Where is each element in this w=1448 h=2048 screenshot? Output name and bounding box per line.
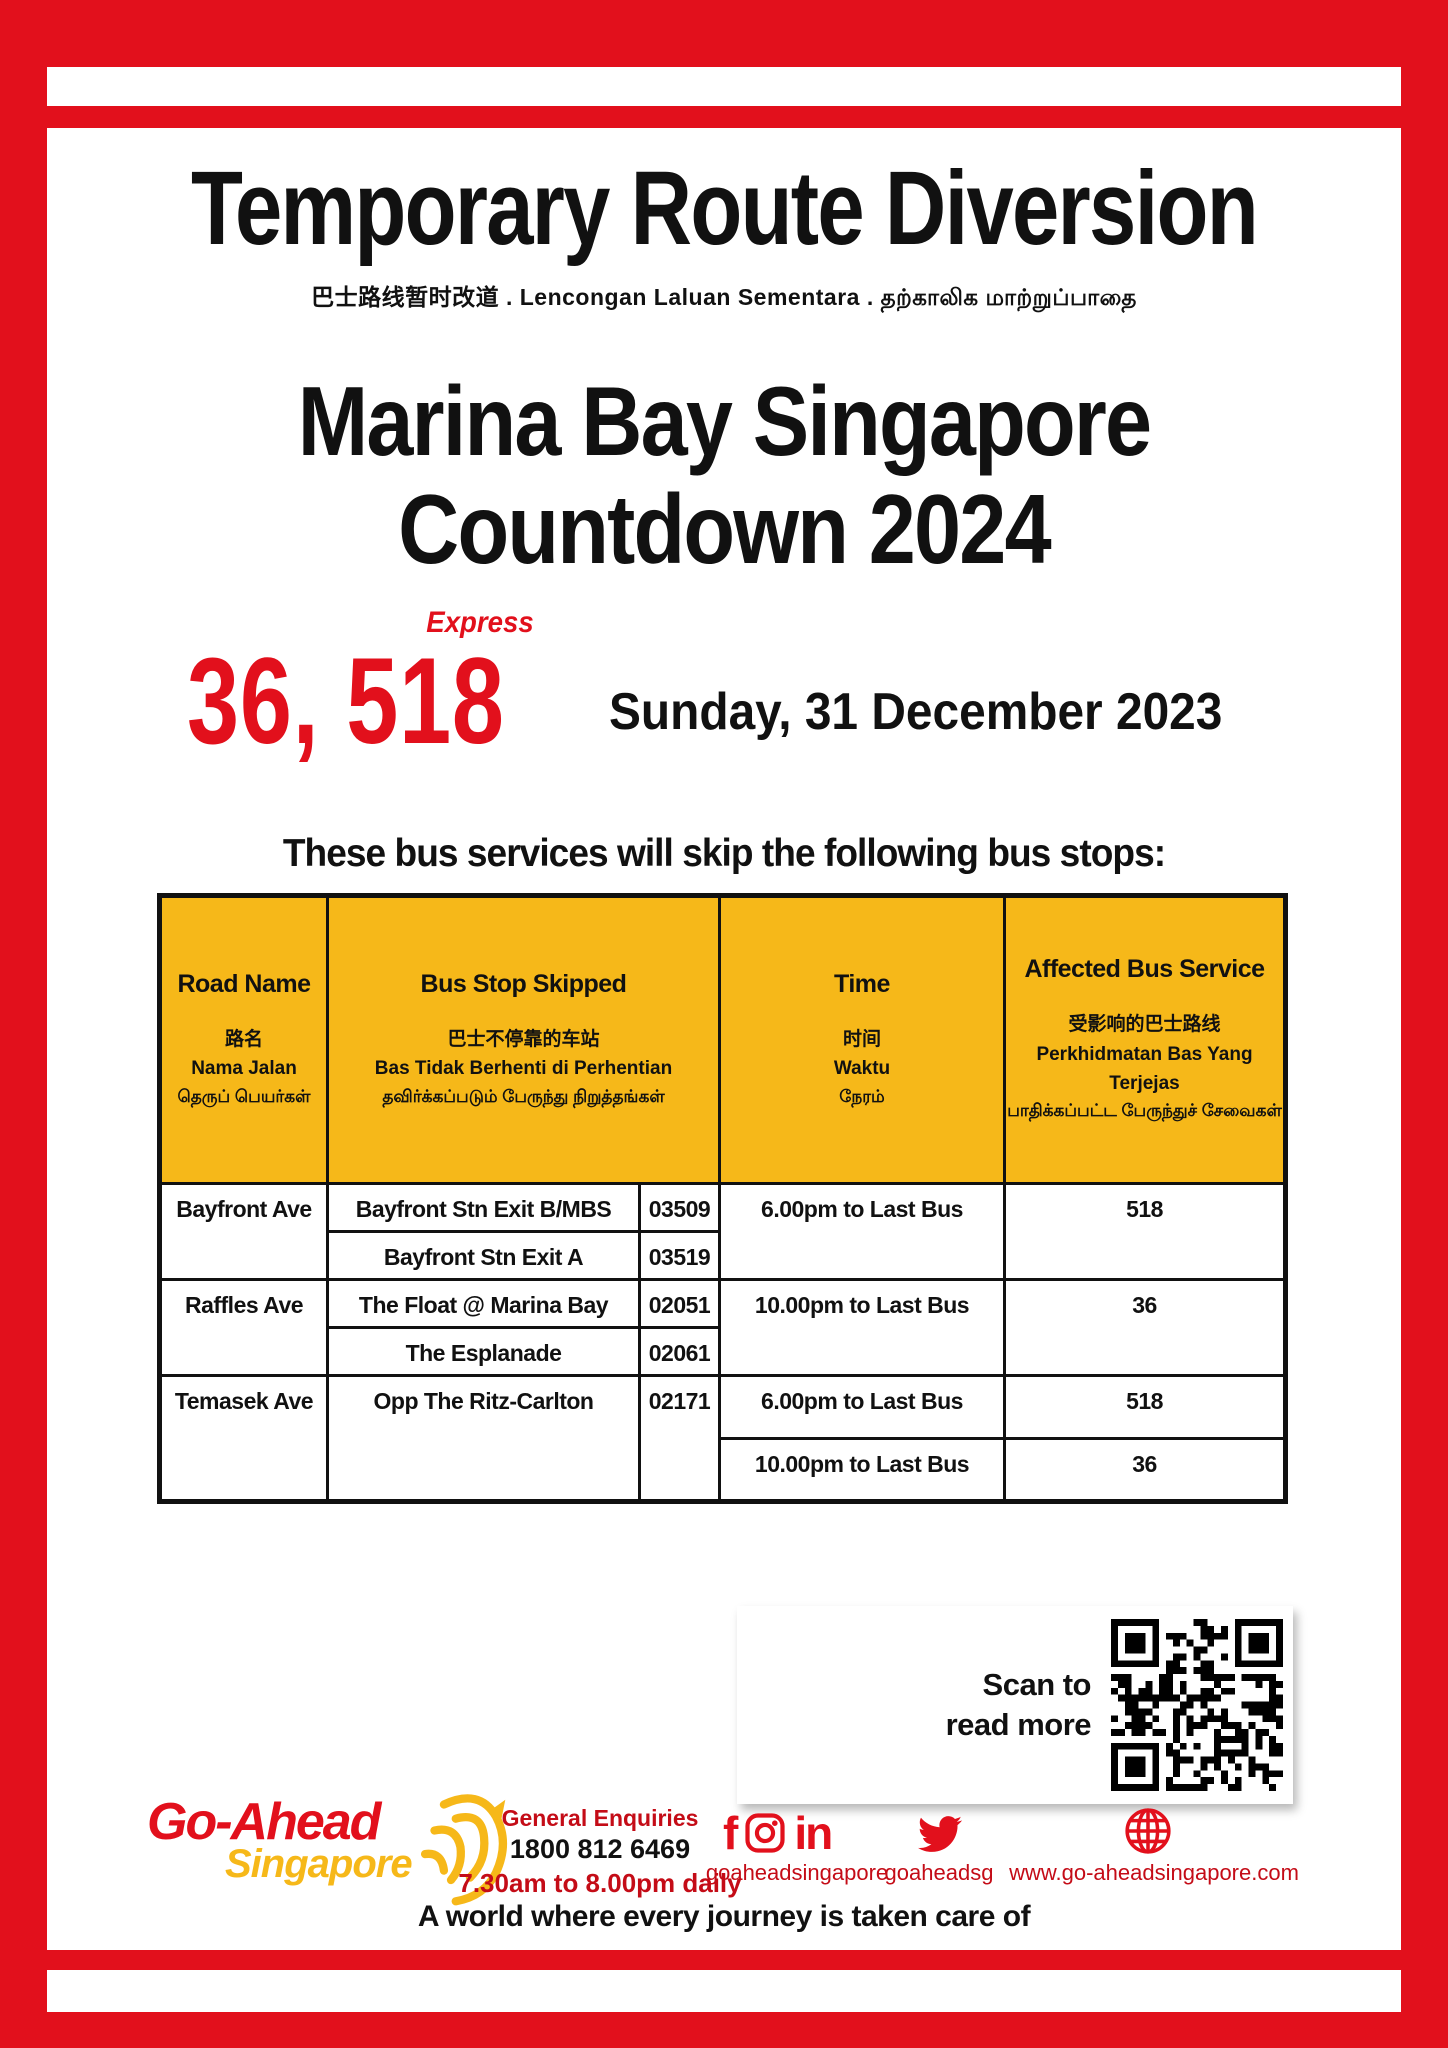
twitter-icon[interactable] — [915, 1812, 965, 1856]
bottom-white-stripe — [47, 1970, 1401, 2012]
table-row: 10.00pm to Last Bus 36 — [160, 1437, 1287, 1503]
road-cell: Bayfront Ave — [158, 1182, 329, 1281]
social-icons-group: f in — [723, 1807, 833, 1859]
time-cell: 10.00pm to Last Bus — [718, 1278, 1006, 1377]
lion-icon — [420, 1794, 508, 1906]
tagline: A world where every journey is taken car… — [417, 1900, 1031, 1933]
time-cell: 6.00pm to Last Bus — [718, 1182, 1006, 1281]
header-time-en: Time — [834, 969, 890, 998]
instagram-icon[interactable] — [744, 1812, 786, 1854]
stop-name-cell: Opp The Ritz-Carlton — [326, 1374, 641, 1503]
top-white-stripe — [47, 67, 1401, 106]
road-cell: Raffles Ave — [158, 1278, 329, 1377]
general-enquiries-block: General Enquiries 1800 812 6469 7.30am t… — [455, 1804, 745, 1899]
express-label: Express — [426, 606, 534, 639]
stop-name-cell: Bayfront Stn Exit B/MBS — [326, 1182, 641, 1233]
event-date: Sunday, 31 December 2023 — [609, 683, 1223, 741]
header-road-en: Road Name — [177, 969, 311, 998]
stop-name-cell: The Float @ Marina Bay — [326, 1278, 641, 1329]
stop-code-cell: 03509 — [638, 1182, 721, 1233]
stop-name-cell: Bayfront Stn Exit A — [326, 1230, 641, 1281]
road-cell: Temasek Ave — [158, 1374, 329, 1503]
skip-notice: These bus services will skip the followi… — [282, 832, 1166, 875]
stop-code-cell: 02171 — [638, 1374, 721, 1503]
stop-code-cell: 03519 — [638, 1230, 721, 1281]
affected-services-number: 36, 518 — [187, 632, 505, 770]
header-road-zh: 路名 — [224, 1028, 263, 1050]
header-service-ta: பாதிக்கப்பட்ட பேருந்துச் சேவைகள் — [1007, 1101, 1282, 1121]
header-stop-zh: 巴士不停靠的车站 — [447, 1028, 600, 1050]
header-service-zh: 受影响的巴士路线 — [1068, 1014, 1221, 1036]
header-road-name: Road Name 路名 Nama Jalan தெருப் பெயர்கள் — [158, 894, 329, 1185]
table-row: Bayfront Ave Bayfront Stn Exit B/MBS 035… — [158, 1182, 1287, 1281]
service-cell: 518 — [1003, 1182, 1287, 1281]
social-handle-main[interactable]: goaheadsingapore — [705, 1860, 889, 1885]
header-stop-ta: தவிர்க்கப்படும் பேருந்து நிறுத்தங்கள் — [382, 1086, 665, 1106]
table-row: Bayfront Stn Exit A 03519 — [160, 1230, 1286, 1281]
linkedin-icon[interactable]: in — [794, 1807, 833, 1859]
enquiries-hours: 7.30am to 8.00pm daily — [458, 1867, 742, 1898]
logo-singapore-text: Singapore — [225, 1842, 413, 1886]
header-time: Time 时间 Waktu நேரம் — [718, 894, 1006, 1185]
header-bus-stop-skipped: Bus Stop Skipped 巴士不停靠的车站 Bas Tidak Berh… — [326, 894, 721, 1185]
event-name-line2: Countdown 2024 — [398, 473, 1051, 584]
header-road-ta: தெருப் பெயர்கள் — [177, 1086, 311, 1106]
stop-code-cell: 02061 — [638, 1326, 721, 1377]
social-handle-twitter[interactable]: goaheadsg — [884, 1860, 994, 1885]
table-header-row: Road Name 路名 Nama Jalan தெருப் பெயர்கள் … — [158, 894, 1287, 1185]
poster-title-translations: 巴士路线暂时改道 . Lencongan Laluan Sementara . … — [311, 284, 1137, 310]
website-url[interactable]: www.go-aheadsingapore.com — [1009, 1860, 1299, 1885]
facebook-icon[interactable]: f — [723, 1807, 738, 1859]
scan-to-read-more-label: Scan to read more — [945, 1666, 1092, 1742]
service-cell: 518 — [1003, 1374, 1287, 1440]
qr-code[interactable] — [1111, 1619, 1283, 1791]
header-affected-service: Affected Bus Service 受影响的巴士路线 Perkhidmat… — [1003, 894, 1287, 1185]
stop-code-cell: 02051 — [638, 1278, 721, 1329]
enquiries-phone: 1800 812 6469 — [509, 1833, 691, 1864]
logo-goahead-text: Go-Ahead — [147, 1793, 381, 1851]
main-panel: Temporary Route Diversion 巴士路线暂时改道 . Len… — [47, 128, 1401, 1950]
qr-card: Scan to read more — [737, 1606, 1293, 1804]
header-stop-en: Bus Stop Skipped — [420, 969, 627, 998]
header-service-en: Affected Bus Service — [1024, 955, 1265, 984]
event-name-line1: Marina Bay Singapore — [297, 365, 1152, 476]
enquiries-label: General Enquiries — [501, 1805, 699, 1831]
header-road-ms: Nama Jalan — [191, 1058, 297, 1080]
header-stop-ms: Bas Tidak Berhenti di Perhentian — [374, 1058, 673, 1080]
poster-title: Temporary Route Diversion — [191, 149, 1259, 268]
table-row: Temasek Ave Opp The Ritz-Carlton 02171 6… — [158, 1374, 1287, 1503]
header-time-ta: நேரம் — [839, 1086, 885, 1106]
time-cell: 6.00pm to Last Bus — [718, 1374, 1006, 1440]
header-service-ms: Perkhidmatan Bas Yang Terjejas — [1036, 1043, 1253, 1095]
service-cell: 36 — [1003, 1278, 1287, 1377]
go-ahead-singapore-logo: Go-Ahead Singapore — [147, 1793, 508, 1926]
time-cell: 10.00pm to Last Bus — [718, 1437, 1006, 1503]
header-time-ms: Waktu — [833, 1058, 891, 1080]
table-row: The Esplanade 02061 — [160, 1326, 1286, 1377]
header-time-zh: 时间 — [842, 1028, 881, 1050]
globe-icon[interactable] — [1123, 1806, 1173, 1856]
stop-name-cell: The Esplanade — [326, 1326, 641, 1377]
diversion-table: Road Name 路名 Nama Jalan தெருப் பெயர்கள் … — [157, 893, 1288, 1504]
service-cell: 36 — [1003, 1437, 1287, 1503]
table-row: Raffles Ave The Float @ Marina Bay 02051… — [158, 1278, 1287, 1377]
